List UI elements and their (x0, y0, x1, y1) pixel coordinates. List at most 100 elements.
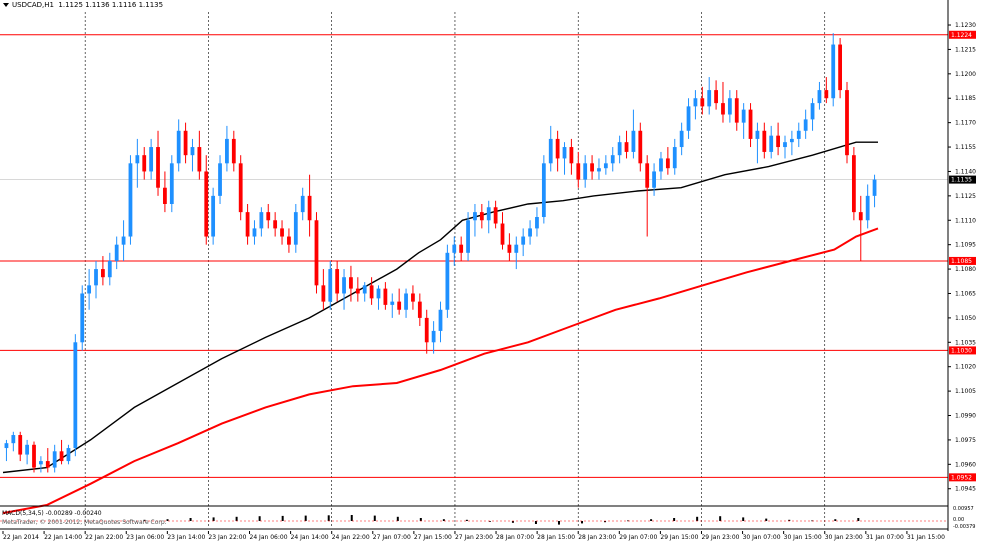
candle-body (52, 451, 57, 468)
candle-body (569, 147, 574, 164)
candle-body (810, 103, 815, 120)
candle-body (652, 171, 656, 188)
candle-body (686, 106, 691, 131)
candle-body (149, 147, 154, 172)
candle-body (87, 285, 92, 294)
candle-body (376, 288, 381, 299)
candle-body (245, 212, 250, 237)
candle-body (101, 269, 105, 278)
candle-body (631, 130, 636, 152)
candle-body (548, 138, 553, 164)
candle-body (707, 90, 712, 107)
candle-body (369, 285, 374, 299)
candle-body (714, 90, 718, 104)
candle-body (776, 135, 780, 148)
candle-body (824, 90, 829, 99)
candle-body (493, 207, 498, 224)
candle-body (404, 293, 408, 310)
candle-body (307, 195, 312, 221)
macd-bar (650, 519, 653, 521)
time-label: 22 Jan 14:00 (44, 534, 82, 541)
candle-body (59, 451, 64, 462)
macd-bar (604, 521, 607, 523)
macd-bar (304, 515, 307, 521)
candle-body (555, 138, 560, 159)
candle-body (424, 317, 429, 343)
level-tag-label: 1.0952 (951, 474, 972, 481)
candle-body (617, 142, 622, 156)
price-label: 1.1125 (955, 193, 976, 200)
candle-body (769, 135, 774, 152)
macd-bar (834, 519, 837, 521)
macd-bar (235, 516, 238, 521)
time-label: 23 Jan 22:00 (208, 534, 246, 541)
candle-body (665, 158, 670, 169)
candle-body (287, 236, 291, 245)
candle-body (459, 244, 464, 253)
candle-body (762, 130, 767, 152)
candle-body (473, 212, 477, 221)
candle-body (4, 443, 9, 449)
candle-body (342, 277, 346, 294)
macd-bar (258, 516, 261, 521)
price-label: 1.1140 (955, 168, 976, 175)
price-label: 1.1200 (955, 71, 976, 78)
candle-body (431, 330, 436, 343)
candle-body (700, 98, 705, 107)
macd-bar (442, 519, 445, 521)
candle-body (66, 448, 71, 462)
candle-body (796, 130, 801, 139)
watermark: MetaTrader, © 2001-2012, MetaQuotes Soft… (2, 519, 167, 526)
time-label: 27 Jan 07:00 (373, 534, 411, 541)
time-label: 29 Jan 23:00 (701, 534, 739, 541)
dropdown-triangle-icon[interactable] (3, 3, 9, 7)
candle-body (817, 90, 822, 104)
price-label: 1.1035 (955, 339, 976, 346)
candle-body (390, 301, 395, 305)
time-label: 27 Jan 23:00 (455, 534, 493, 541)
candle-body (38, 461, 43, 465)
candle-body (466, 220, 470, 253)
candle-body (197, 147, 202, 172)
price-label: 1.1095 (955, 242, 976, 249)
price-label: 1.1185 (955, 95, 976, 102)
candle-body (349, 277, 353, 289)
price-label: 1.1155 (955, 144, 976, 151)
chart-header: USDCAD,H1 1.1125 1.1136 1.1116 1.1135 (3, 1, 163, 9)
symbol-label: USDCAD,H1 (12, 1, 54, 9)
macd-bar (212, 517, 215, 521)
time-label: 24 Jan 06:00 (250, 534, 288, 541)
candle-body (328, 269, 333, 302)
price-label: 1.1170 (955, 120, 976, 127)
time-label: 30 Jan 23:00 (825, 534, 863, 541)
candle-body (135, 155, 140, 164)
price-axis: 1.1230 1.1215 1.1200 1.1185 1.1170 1.1155 1.11… (0, 0, 976, 531)
candle-body (727, 98, 732, 115)
current-price-tag (949, 175, 976, 184)
candle-body (672, 147, 677, 169)
candle-body (383, 288, 388, 305)
candle-body (528, 228, 532, 237)
time-label: 29 Jan 07:00 (619, 534, 657, 541)
candle-body (755, 130, 760, 139)
level-tag-label: 1.1030 (951, 347, 972, 354)
level-tag (949, 30, 976, 39)
candle-body (128, 163, 133, 237)
time-label: 27 Jan 15:00 (414, 534, 452, 541)
candle-body (252, 228, 257, 237)
time-label: 30 Jan 07:00 (743, 534, 781, 541)
candle-body (163, 187, 167, 204)
candle-body (645, 163, 650, 188)
macd-bar (373, 515, 376, 521)
macd-bar (350, 515, 353, 521)
time-label: 24 Jan 14:00 (291, 534, 329, 541)
moving-average-fast (2, 141, 878, 474)
macd-bar (396, 516, 399, 521)
candle-body (218, 163, 222, 196)
macd-bar (534, 521, 537, 524)
candle-body (169, 163, 174, 204)
price-label: 1.1050 (955, 315, 976, 322)
